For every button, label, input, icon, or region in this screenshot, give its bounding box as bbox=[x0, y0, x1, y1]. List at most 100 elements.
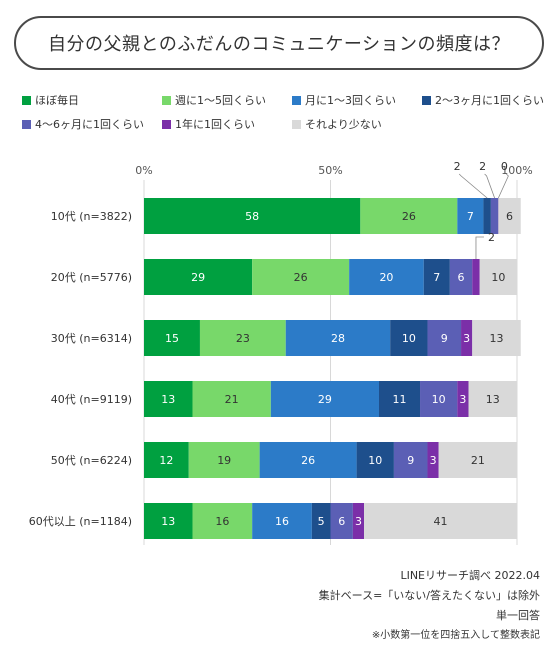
legend-swatch bbox=[162, 119, 171, 129]
data-label: 13 bbox=[161, 393, 175, 406]
bar-segment bbox=[352, 503, 365, 539]
x-tick-label: 100% bbox=[501, 164, 532, 177]
chart-title: 自分の父親とのふだんのコミュニケーションの頻度は？ bbox=[48, 34, 510, 55]
bar-segment bbox=[192, 503, 253, 539]
data-label: 12 bbox=[159, 454, 173, 467]
bar-segment bbox=[461, 320, 473, 356]
legend-swatch bbox=[292, 119, 301, 129]
bar-segment bbox=[483, 198, 491, 234]
data-label: 10 bbox=[402, 332, 416, 345]
data-label: 5 bbox=[318, 515, 325, 528]
bar-segment bbox=[311, 503, 331, 539]
data-label: 7 bbox=[433, 271, 440, 284]
bar-segment bbox=[285, 320, 391, 356]
data-label: 7 bbox=[467, 210, 474, 223]
bar-segment bbox=[364, 503, 517, 539]
footer-answer-type: 単一回答 bbox=[496, 609, 540, 622]
legend-item: 月に1～3回くらい bbox=[292, 92, 396, 108]
category-label: 10代 (n=3822) bbox=[51, 210, 132, 223]
legend-label: 1年に1回くらい bbox=[175, 118, 255, 131]
callout-line bbox=[475, 236, 484, 259]
data-label: 41 bbox=[434, 515, 448, 528]
bar-segment bbox=[472, 259, 480, 295]
bar-segment bbox=[420, 381, 458, 417]
legend-swatch bbox=[292, 95, 301, 105]
data-label: 3 bbox=[430, 454, 437, 467]
bar-segment bbox=[270, 381, 379, 417]
category-label: 50代 (n=6224) bbox=[51, 454, 132, 467]
data-label: 29 bbox=[191, 271, 205, 284]
legend-label: 週に1～5回くらい bbox=[175, 94, 266, 107]
data-label: 2 bbox=[479, 160, 486, 173]
data-label: 16 bbox=[275, 515, 289, 528]
bar-segment bbox=[472, 320, 521, 356]
x-tick-label: 50% bbox=[318, 164, 342, 177]
bar-segment bbox=[144, 320, 200, 356]
bar-segment bbox=[498, 198, 521, 234]
legend-item: 2～3ヶ月に1回くらい bbox=[422, 92, 544, 108]
data-label: 58 bbox=[245, 210, 259, 223]
callout-line bbox=[458, 173, 488, 199]
data-label: 13 bbox=[486, 393, 500, 406]
data-label: 3 bbox=[355, 515, 362, 528]
bar-segment bbox=[144, 381, 193, 417]
bar-segment bbox=[259, 442, 357, 478]
data-label: 10 bbox=[491, 271, 505, 284]
x-tick-label: 0% bbox=[135, 164, 152, 177]
bar-segment bbox=[427, 442, 439, 478]
bar-segment bbox=[427, 320, 462, 356]
bar-segment bbox=[252, 503, 312, 539]
bar-segment bbox=[468, 381, 517, 417]
data-label: 16 bbox=[215, 515, 229, 528]
chart-title-box: 自分の父親とのふだんのコミュニケーションの頻度は？ bbox=[14, 16, 544, 70]
bar-segment bbox=[144, 259, 253, 295]
data-label: 6 bbox=[458, 271, 465, 284]
bar-segment bbox=[457, 381, 469, 417]
data-label: 3 bbox=[459, 393, 466, 406]
legend-label: ほぼ毎日 bbox=[35, 94, 79, 107]
bar-segment bbox=[490, 198, 499, 234]
data-label: 6 bbox=[506, 210, 513, 223]
bar-segment bbox=[356, 442, 394, 478]
data-label: 0 bbox=[501, 160, 508, 173]
data-label: 15 bbox=[165, 332, 179, 345]
data-label: 13 bbox=[489, 332, 503, 345]
data-label: 13 bbox=[161, 515, 175, 528]
legend-label: 2～3ヶ月に1回くらい bbox=[435, 94, 544, 107]
category-label: 30代 (n=6314) bbox=[51, 332, 132, 345]
data-label: 21 bbox=[471, 454, 485, 467]
data-label: 20 bbox=[379, 271, 393, 284]
bar-segment bbox=[330, 503, 353, 539]
legend-item: 4～6ヶ月に1回くらい bbox=[22, 116, 144, 132]
data-label: 29 bbox=[318, 393, 332, 406]
footer-source: LINEリサーチ調べ 2022.04 bbox=[400, 569, 540, 582]
data-label: 2 bbox=[488, 231, 495, 244]
data-label: 21 bbox=[225, 393, 239, 406]
legend-item: 週に1～5回くらい bbox=[162, 92, 266, 108]
callout-line bbox=[484, 173, 495, 199]
legend-swatch bbox=[162, 95, 171, 105]
bar-segment bbox=[252, 259, 350, 295]
bar-segment bbox=[188, 442, 260, 478]
data-label: 26 bbox=[294, 271, 308, 284]
legend-item: 1年に1回くらい bbox=[162, 116, 255, 132]
bar-segment bbox=[457, 198, 484, 234]
bar-segment bbox=[144, 198, 361, 234]
bar-segment bbox=[192, 381, 271, 417]
data-label: 10 bbox=[368, 454, 382, 467]
category-label: 60代以上 (n=1184) bbox=[29, 515, 132, 528]
category-label: 20代 (n=5776) bbox=[51, 271, 132, 284]
bar-segment bbox=[438, 442, 517, 478]
bar-segment bbox=[390, 320, 428, 356]
bar-segment bbox=[449, 259, 473, 295]
data-label: 6 bbox=[338, 515, 345, 528]
data-label: 26 bbox=[402, 210, 416, 223]
legend-swatch bbox=[22, 119, 31, 129]
bar-segment bbox=[479, 259, 517, 295]
footer-base: 集計ベース=「いない/答えたくない」は除外 bbox=[318, 589, 540, 602]
bar-segment bbox=[378, 381, 421, 417]
data-label: 3 bbox=[463, 332, 470, 345]
data-label: 19 bbox=[217, 454, 231, 467]
data-label: 10 bbox=[432, 393, 446, 406]
